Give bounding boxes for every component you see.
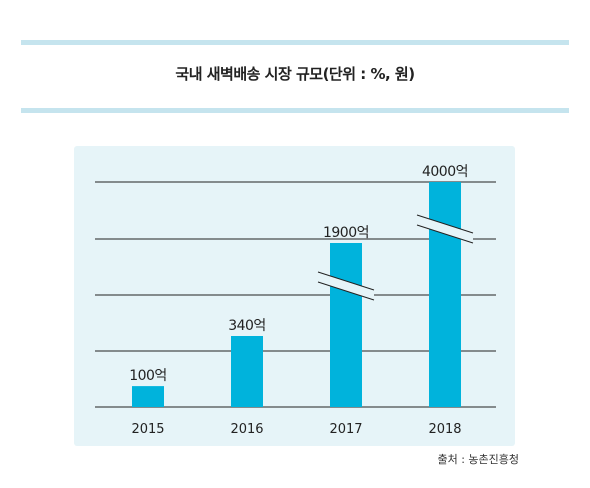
- bar-2017: [330, 243, 362, 407]
- axis-break-line: [317, 271, 375, 291]
- axis-break-gap: [318, 272, 374, 300]
- data-label-2018: 4000억: [422, 164, 468, 180]
- bar-2018: [429, 182, 461, 407]
- bar-2015: [132, 386, 164, 407]
- axis-break-line: [317, 281, 375, 301]
- source-note: 출처 : 농촌진흥청: [437, 453, 519, 466]
- data-label-2017: 1900억: [323, 225, 369, 241]
- bottom-divider: [21, 108, 569, 113]
- x-tick-label-2015: 2015: [131, 422, 164, 437]
- top-divider: [21, 40, 569, 45]
- axis-break-gap: [417, 215, 473, 243]
- chart-title: 국내 새벽배송 시장 규모(단위 : %, 원): [175, 65, 415, 83]
- data-label-2015: 100억: [129, 368, 167, 384]
- x-tick-label-2017: 2017: [329, 422, 362, 437]
- x-tick-label-2018: 2018: [428, 422, 461, 437]
- axis-break-line: [416, 224, 474, 244]
- bar-2016: [231, 336, 263, 407]
- axis-break-line: [416, 214, 474, 234]
- data-label-2016: 340억: [228, 318, 266, 334]
- x-tick-label-2016: 2016: [230, 422, 263, 437]
